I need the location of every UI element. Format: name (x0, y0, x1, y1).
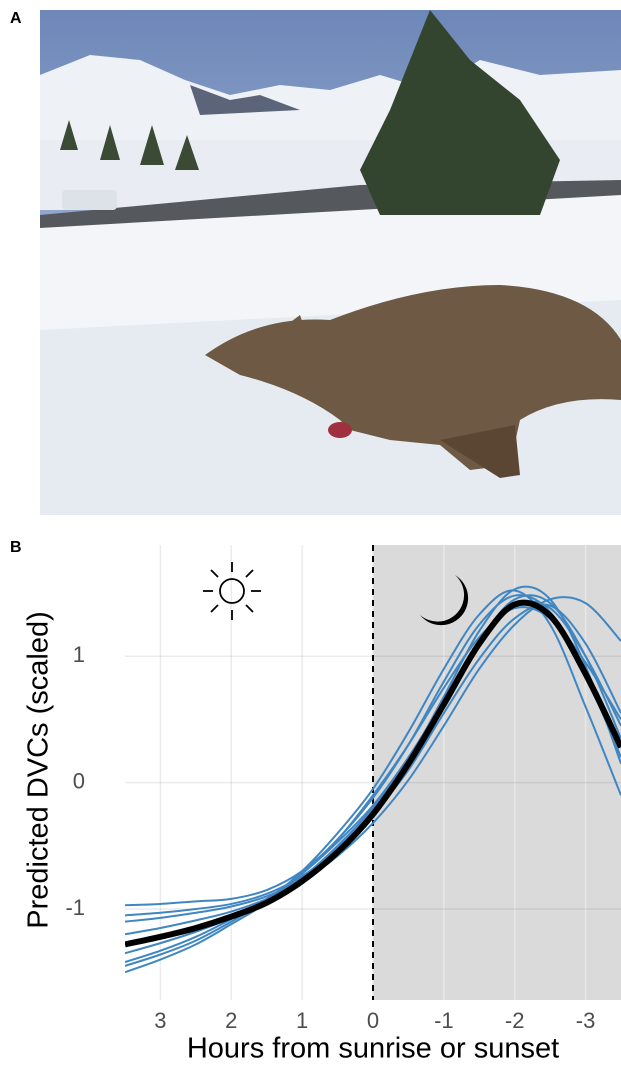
figure: A B 3 2 1 0 -1 -2 -3 1 0 -1 Hours from sunrise or… (0, 0, 621, 1073)
x-tick-label: -3 (576, 1008, 596, 1033)
x-tick-label: 0 (367, 1008, 379, 1033)
panel-label: A (10, 10, 22, 27)
y-axis-label: Predicted DVCs (scaled) (23, 611, 55, 929)
x-tick-label: 2 (225, 1008, 237, 1033)
x-axis-label: Hours from sunrise or sunset (187, 1033, 559, 1065)
y-tick-label: 0 (73, 768, 85, 793)
y-tick-label: -1 (65, 895, 85, 920)
x-tick-label: 1 (296, 1008, 308, 1033)
photo (40, 10, 621, 515)
plot-area: 3 2 1 0 -1 -2 -3 1 0 -1 (65, 545, 621, 1033)
panel-label: B (10, 539, 22, 556)
page: A B 3 2 1 0 -1 -2 -3 1 0 -1 Hours from sunrise or… (0, 0, 621, 1073)
x-tick-label: -2 (505, 1008, 525, 1033)
x-tick-label: -1 (434, 1008, 454, 1033)
night-shade (373, 545, 621, 1000)
y-tick-label: 1 (73, 642, 85, 667)
x-tick-label: 3 (154, 1008, 166, 1033)
